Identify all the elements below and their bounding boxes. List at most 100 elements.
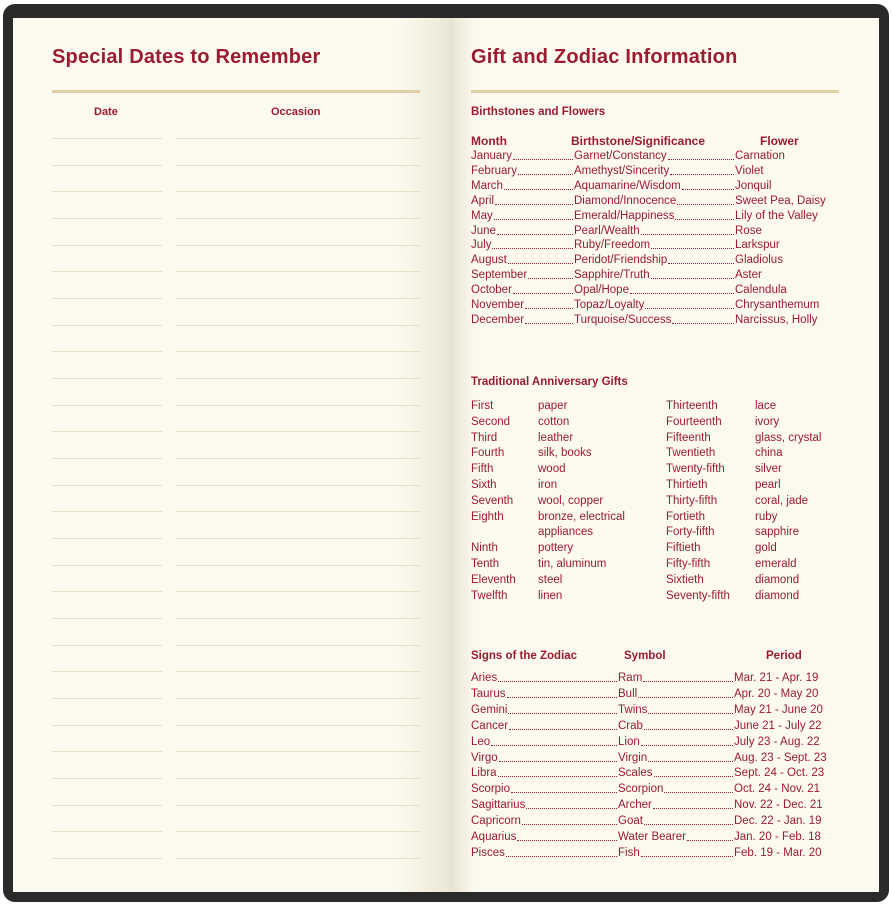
zodiac-row: Gemini Twins May 21 - June 20 — [471, 703, 841, 718]
date-write-line[interactable] — [52, 831, 162, 833]
occasion-write-line[interactable] — [176, 618, 420, 620]
birthstone-row-cell: Rose — [735, 224, 762, 237]
occasion-write-line[interactable] — [176, 644, 420, 646]
birthstone-row-cell: Gladiolus — [735, 254, 783, 267]
zodiac-row-cell: Nov. 22 - Dec. 21 — [734, 799, 823, 812]
date-write-line[interactable] — [52, 511, 162, 513]
date-write-line[interactable] — [52, 671, 162, 673]
occasion-write-line[interactable] — [176, 591, 420, 593]
occasion-write-line[interactable] — [176, 484, 420, 486]
anniversary-year: Thirteenth — [666, 400, 718, 412]
occasion-write-line[interactable] — [176, 324, 420, 326]
date-write-line[interactable] — [52, 164, 162, 166]
dot-leader — [492, 238, 573, 250]
date-write-line[interactable] — [52, 138, 162, 139]
occasion-write-line[interactable] — [176, 138, 420, 139]
birthstone-row-cell: Amethyst/Sincerity — [574, 164, 670, 177]
dot-leader — [677, 194, 734, 205]
dot-leader — [525, 298, 573, 309]
dot-leader — [491, 735, 617, 746]
occasion-write-line[interactable] — [176, 724, 420, 726]
zodiac-row-cell: Fish — [618, 846, 640, 859]
date-write-line[interactable] — [52, 458, 162, 460]
birthstone-row-cell: March — [471, 179, 503, 192]
zodiac-row-cell: Taurus — [471, 687, 506, 700]
dot-leader — [640, 846, 733, 857]
date-write-line[interactable] — [52, 724, 162, 726]
zodiac-row-cell: Pisces — [471, 846, 505, 859]
zodiac-row-cell: Bull — [618, 687, 638, 700]
occasion-write-line[interactable] — [176, 191, 420, 193]
date-write-line[interactable] — [52, 191, 162, 193]
date-write-line[interactable] — [52, 324, 162, 326]
dot-leader — [629, 283, 734, 295]
dot-leader — [497, 766, 617, 778]
date-write-line[interactable] — [52, 804, 162, 806]
date-write-line[interactable] — [52, 404, 162, 406]
date-write-line[interactable] — [52, 591, 162, 593]
birthstone-row: April Diamond/Innocence Sweet Pea, Daisy — [471, 194, 841, 209]
occasion-write-line[interactable] — [176, 351, 420, 353]
occasion-write-line[interactable] — [176, 671, 420, 673]
date-write-line[interactable] — [52, 484, 162, 486]
anniversary-gift: gold — [755, 542, 777, 555]
zodiac-row-cell: Virgin — [618, 751, 648, 764]
occasion-write-line[interactable] — [176, 698, 420, 700]
occasion-write-line[interactable] — [176, 458, 420, 460]
occasion-write-line[interactable] — [176, 244, 420, 246]
dot-leader — [640, 224, 734, 235]
dot-leader — [638, 687, 733, 698]
occasion-write-line[interactable] — [176, 431, 420, 433]
occasion-write-line[interactable] — [176, 538, 420, 540]
date-write-line[interactable] — [52, 564, 162, 566]
occasion-write-line[interactable] — [176, 564, 420, 566]
occasion-write-line[interactable] — [176, 298, 420, 300]
date-write-line[interactable] — [52, 644, 162, 646]
date-write-line[interactable] — [52, 244, 162, 246]
anniversary-gift: iron — [538, 479, 558, 491]
occasion-write-line[interactable] — [176, 831, 420, 833]
birthstone-row-cell: September — [471, 269, 528, 282]
zodiac-row-cell: Sagittarius — [471, 799, 526, 812]
anniversary-gift: coral, jade — [755, 494, 809, 507]
occasion-write-line[interactable] — [176, 218, 420, 219]
date-write-line[interactable] — [52, 378, 162, 380]
anniversary-year: Fiftieth — [666, 542, 701, 555]
anniversary-year: Seventy-fifth — [666, 589, 730, 602]
zodiac-row-cell: Aug. 23 - Sept. 23 — [734, 751, 827, 764]
occasion-write-line[interactable] — [176, 804, 420, 806]
occasion-write-line[interactable] — [176, 511, 420, 513]
birthstone-row-cell: Sweet Pea, Daisy — [735, 194, 826, 207]
birthstone-row: February Amethyst/Sincerity Violet — [471, 164, 841, 179]
anniversary-year: Sixtieth — [666, 573, 704, 586]
date-write-line[interactable] — [52, 271, 162, 273]
anniversary-year: Forty-fifth — [666, 526, 715, 539]
birthstone-row: November Topaz/Loyalty Chrysanthemum — [471, 298, 841, 313]
occasion-write-line[interactable] — [176, 751, 420, 753]
birthstone-row-cell: January — [471, 150, 512, 162]
anniversary-year: Fourth — [471, 447, 505, 460]
occasion-write-line[interactable] — [176, 164, 420, 166]
occasion-write-line[interactable] — [176, 378, 420, 380]
dot-leader — [521, 814, 617, 826]
dot-leader — [493, 209, 573, 220]
occasion-write-line[interactable] — [176, 858, 420, 860]
anniversary-year: Second — [471, 415, 511, 428]
date-write-line[interactable] — [52, 351, 162, 353]
zodiac-row: Taurus Bull Apr. 20 - May 20 — [471, 687, 841, 702]
date-write-line[interactable] — [52, 698, 162, 700]
anniversary-heading: Traditional Anniversary Gifts — [471, 376, 628, 388]
date-write-line[interactable] — [52, 778, 162, 780]
date-write-line[interactable] — [52, 431, 162, 433]
date-write-line[interactable] — [52, 538, 162, 540]
date-write-line[interactable] — [52, 298, 162, 300]
month-header: Month — [471, 134, 507, 148]
birthstone-row-cell: June — [471, 224, 496, 237]
occasion-write-line[interactable] — [176, 271, 420, 273]
date-write-line[interactable] — [52, 218, 162, 219]
date-write-line[interactable] — [52, 618, 162, 620]
date-write-line[interactable] — [52, 751, 162, 753]
occasion-write-line[interactable] — [176, 778, 420, 780]
date-write-line[interactable] — [52, 858, 162, 860]
occasion-write-line[interactable] — [176, 404, 420, 406]
